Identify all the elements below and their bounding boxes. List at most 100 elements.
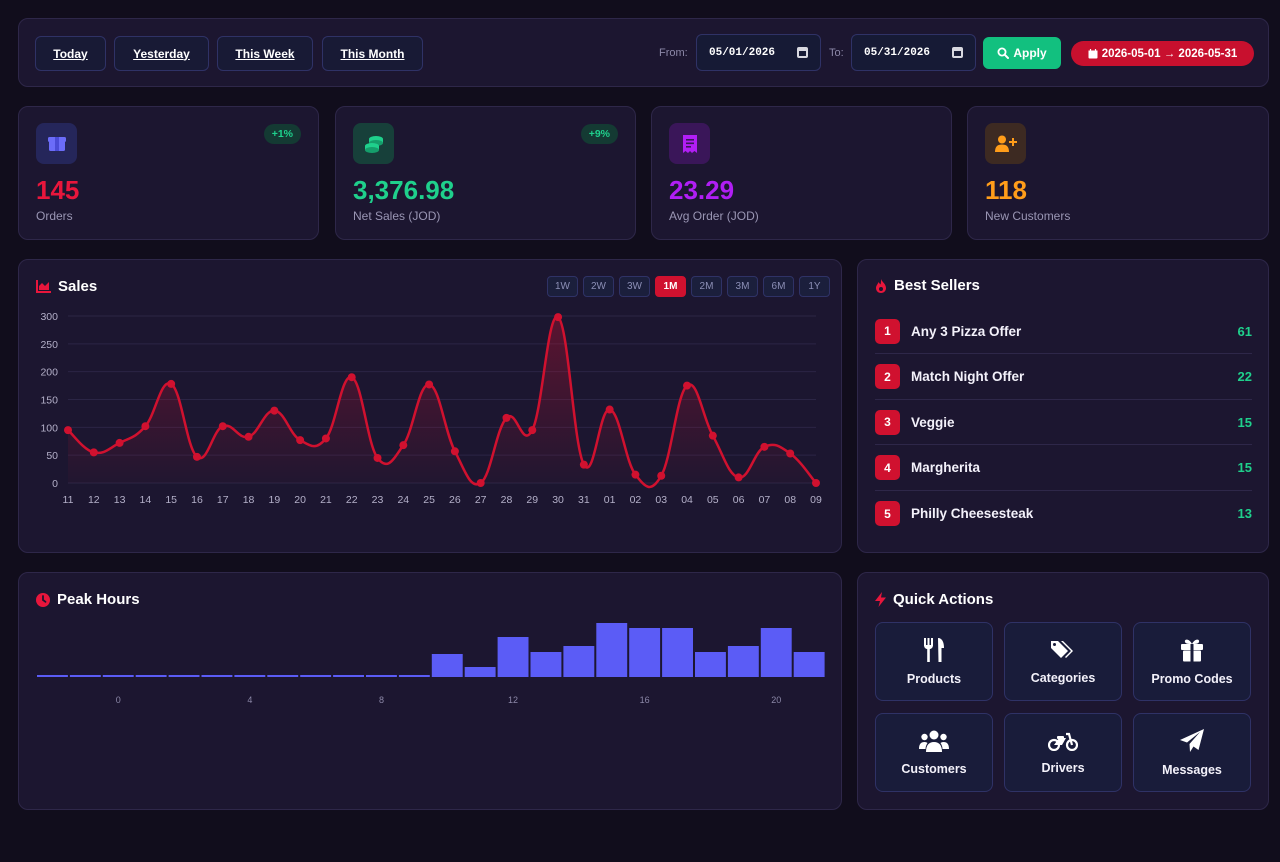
range-button-3m[interactable]: 3M — [727, 276, 758, 297]
sales-data-point[interactable] — [450, 447, 459, 456]
peak-hour-bar[interactable] — [497, 637, 529, 677]
x-tick-label: 23 — [372, 494, 384, 506]
x-tick-label: 17 — [217, 494, 229, 506]
sales-data-point[interactable] — [141, 422, 150, 431]
peak-hour-bar[interactable] — [629, 628, 661, 677]
range-button-2m[interactable]: 2M — [691, 276, 722, 297]
sales-data-point[interactable] — [812, 479, 820, 487]
sales-data-point[interactable] — [657, 471, 666, 480]
sales-data-point[interactable] — [167, 379, 176, 388]
box-icon — [36, 123, 77, 164]
sales-data-point[interactable] — [605, 405, 614, 414]
sales-data-point[interactable] — [296, 436, 305, 445]
net-sales-value: 3,376.98 — [353, 175, 455, 205]
yesterday-button[interactable]: Yesterday — [114, 36, 209, 71]
peak-hour-bar[interactable] — [201, 675, 233, 677]
x-tick-label: 27 — [475, 494, 487, 506]
sales-data-point[interactable] — [760, 442, 769, 451]
avg-order-stat-card: 23.29 Avg Order (JOD) — [651, 106, 952, 240]
peak-hour-bar[interactable] — [793, 652, 825, 677]
peak-hour-bar[interactable] — [563, 646, 595, 677]
to-date-value: 05/31/2026 — [864, 46, 931, 59]
customers-action[interactable]: Customers — [875, 713, 993, 792]
sales-data-point[interactable] — [192, 452, 201, 461]
y-tick-label: 50 — [46, 450, 58, 462]
sales-title: Sales — [36, 278, 97, 295]
peak-hour-bar[interactable] — [69, 675, 101, 677]
peak-hour-bar[interactable] — [727, 646, 759, 677]
range-button-1m[interactable]: 1M — [655, 276, 686, 297]
peak-hour-bar[interactable] — [333, 675, 364, 677]
y-tick-label: 300 — [40, 311, 58, 323]
peak-hour-bar[interactable] — [300, 675, 332, 677]
sales-data-point[interactable] — [786, 449, 795, 458]
peak-hour-bar[interactable] — [267, 675, 299, 677]
peak-hour-bar[interactable] — [366, 675, 397, 677]
peak-hour-bar[interactable] — [760, 628, 792, 677]
tags-icon — [1051, 640, 1073, 658]
products-action[interactable]: Products — [875, 622, 993, 701]
sales-data-point[interactable] — [425, 380, 434, 389]
peak-hour-bar[interactable] — [102, 675, 134, 677]
sales-data-point[interactable] — [64, 426, 72, 435]
sales-data-point[interactable] — [476, 479, 485, 487]
sales-data-point[interactable] — [115, 438, 124, 447]
promo-codes-action[interactable]: Promo Codes — [1133, 622, 1251, 701]
y-tick-label: 250 — [40, 339, 58, 351]
range-button-1y[interactable]: 1Y — [799, 276, 830, 297]
peak-hour-bar[interactable] — [135, 675, 167, 677]
x-tick-label: 21 — [320, 494, 332, 506]
sales-data-point[interactable] — [528, 426, 537, 435]
drivers-action[interactable]: Drivers — [1004, 713, 1122, 792]
peak-hour-bar[interactable] — [37, 675, 68, 677]
messages-action[interactable]: Messages — [1133, 713, 1251, 792]
peak-hour-bar[interactable] — [464, 667, 496, 677]
from-date-value: 05/01/2026 — [709, 46, 776, 59]
sales-data-point[interactable] — [89, 448, 98, 457]
apply-button[interactable]: Apply — [983, 37, 1061, 69]
sales-data-point[interactable] — [270, 406, 279, 415]
sales-data-point[interactable] — [683, 381, 692, 390]
calendar-icon[interactable] — [952, 47, 963, 58]
this-week-button[interactable]: This Week — [217, 36, 313, 71]
sales-data-point[interactable] — [734, 473, 743, 482]
sales-data-point[interactable] — [373, 453, 382, 462]
this-month-button[interactable]: This Month — [322, 36, 423, 71]
sold-count: 61 — [1237, 323, 1252, 339]
range-button-6m[interactable]: 6M — [763, 276, 794, 297]
range-button-3w[interactable]: 3W — [619, 276, 650, 297]
peak-hour-bar[interactable] — [662, 628, 693, 677]
calendar-icon — [1088, 48, 1098, 58]
from-date-input[interactable]: 05/01/2026 — [696, 34, 821, 71]
sales-data-point[interactable] — [399, 441, 408, 450]
sales-data-point[interactable] — [631, 470, 640, 479]
peak-hour-bar[interactable] — [530, 652, 562, 677]
sales-data-point[interactable] — [321, 434, 330, 443]
sales-data-point[interactable] — [554, 313, 563, 322]
sales-data-point[interactable] — [347, 373, 356, 382]
sales-data-point[interactable] — [218, 422, 227, 431]
peak-hour-bar[interactable] — [596, 623, 628, 677]
x-tick-label: 01 — [604, 494, 616, 506]
range-button-2w[interactable]: 2W — [583, 276, 614, 297]
categories-action[interactable]: Categories — [1004, 622, 1122, 701]
peak-hour-bar[interactable] — [168, 675, 200, 677]
sales-data-point[interactable] — [244, 432, 253, 441]
sales-data-point[interactable] — [579, 460, 588, 469]
peak-hour-bar[interactable] — [695, 652, 726, 677]
sales-data-point[interactable] — [502, 413, 511, 422]
to-date-input[interactable]: 05/31/2026 — [851, 34, 976, 71]
calendar-icon[interactable] — [797, 47, 808, 58]
products-label: Products — [906, 671, 962, 686]
peak-hours-bar-chart: 0 4 8 12 16 20 — [37, 623, 825, 705]
peak-hour-bar[interactable] — [398, 675, 430, 677]
today-button[interactable]: Today — [35, 36, 106, 71]
peak-hour-bar[interactable] — [234, 675, 266, 677]
peak-hour-bar[interactable] — [431, 654, 463, 677]
utensils-icon — [924, 637, 944, 662]
sales-data-point[interactable] — [708, 431, 717, 440]
new-customers-label: New Customers — [985, 209, 1071, 223]
user-plus-icon — [985, 123, 1026, 164]
messages-label: Messages — [1162, 762, 1222, 777]
range-button-1w[interactable]: 1W — [547, 276, 578, 297]
